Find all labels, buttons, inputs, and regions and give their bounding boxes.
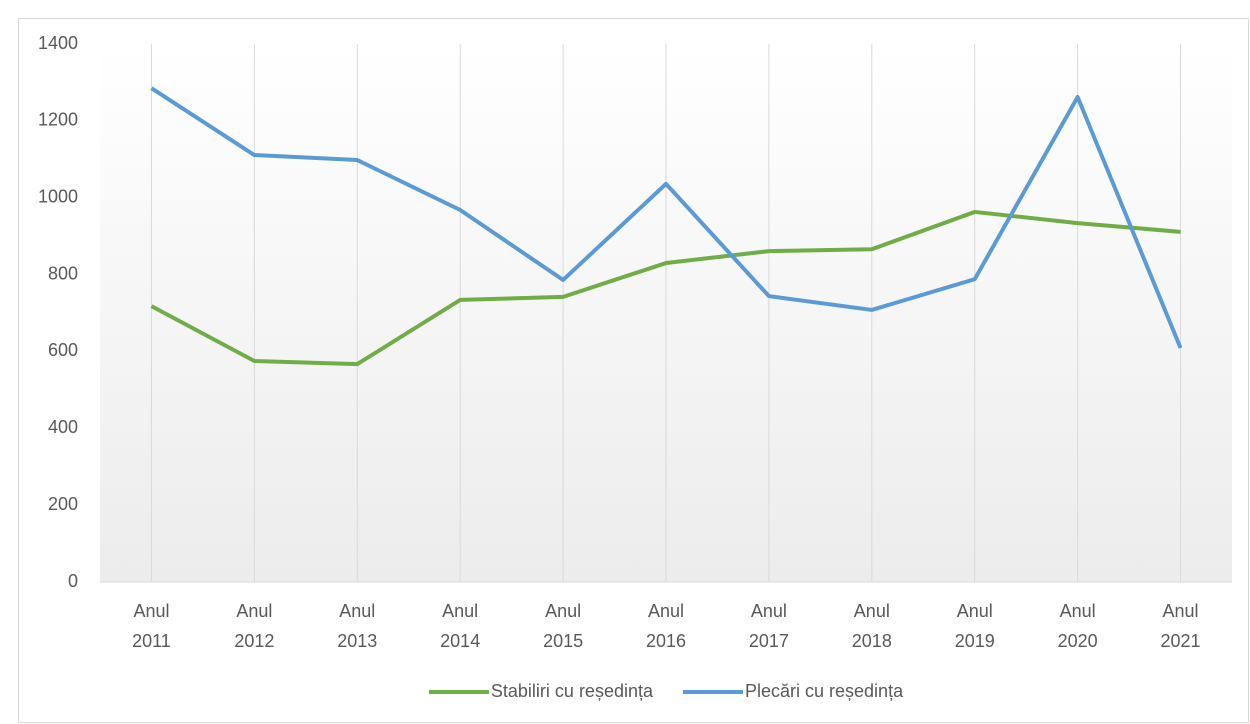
x-tick-label: Anul 2016	[646, 601, 686, 651]
x-tick-label: Anul 2012	[234, 601, 274, 651]
y-tick-label: 1400	[38, 33, 78, 53]
y-tick-label: 1200	[38, 110, 78, 130]
legend-label: Stabiliri cu reședința	[491, 681, 654, 701]
y-tick-label: 800	[48, 263, 78, 283]
legend-label: Plecări cu reședința	[745, 681, 904, 701]
x-tick-label: Anul 2017	[749, 601, 789, 651]
y-tick-label: 400	[48, 417, 78, 437]
x-tick-label: Anul 2014	[440, 601, 480, 651]
x-tick-label: Anul 2020	[1058, 601, 1098, 651]
legend: Stabiliri cu reședința Plecări cu reședin…	[428, 681, 904, 701]
line-series	[150, 86, 1183, 349]
y-tick-label: 1000	[38, 186, 78, 206]
x-tick-label: Anul 2011	[132, 601, 171, 651]
x-tick-label: Anul 2018	[852, 601, 892, 651]
y-tick-label: 600	[48, 340, 78, 360]
x-tick-label: Anul 2013	[337, 601, 377, 651]
x-tick-label: Anul 2015	[543, 601, 583, 651]
x-tick-label: Anul 2021	[1161, 601, 1201, 651]
x-tick-label: Anul 2019	[955, 601, 995, 651]
y-tick-label: 200	[48, 494, 78, 514]
y-tick-label: 0	[68, 571, 78, 591]
